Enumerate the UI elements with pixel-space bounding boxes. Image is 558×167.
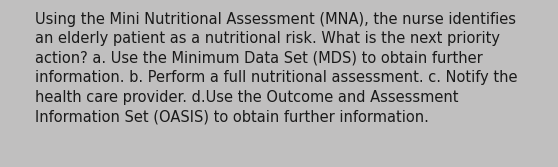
Text: an elderly patient as a nutritional risk. What is the next priority: an elderly patient as a nutritional risk… xyxy=(35,32,500,46)
Text: information. b. Perform a full nutritional assessment. c. Notify the: information. b. Perform a full nutrition… xyxy=(35,70,517,86)
Text: health care provider. d.Use the Outcome and Assessment: health care provider. d.Use the Outcome … xyxy=(35,90,459,105)
Text: Information Set (OASIS) to obtain further information.: Information Set (OASIS) to obtain furthe… xyxy=(35,110,429,125)
Text: Using the Mini Nutritional Assessment (MNA), the nurse identifies: Using the Mini Nutritional Assessment (M… xyxy=(35,12,516,27)
Text: action? a. Use the Minimum Data Set (MDS) to obtain further: action? a. Use the Minimum Data Set (MDS… xyxy=(35,51,483,66)
